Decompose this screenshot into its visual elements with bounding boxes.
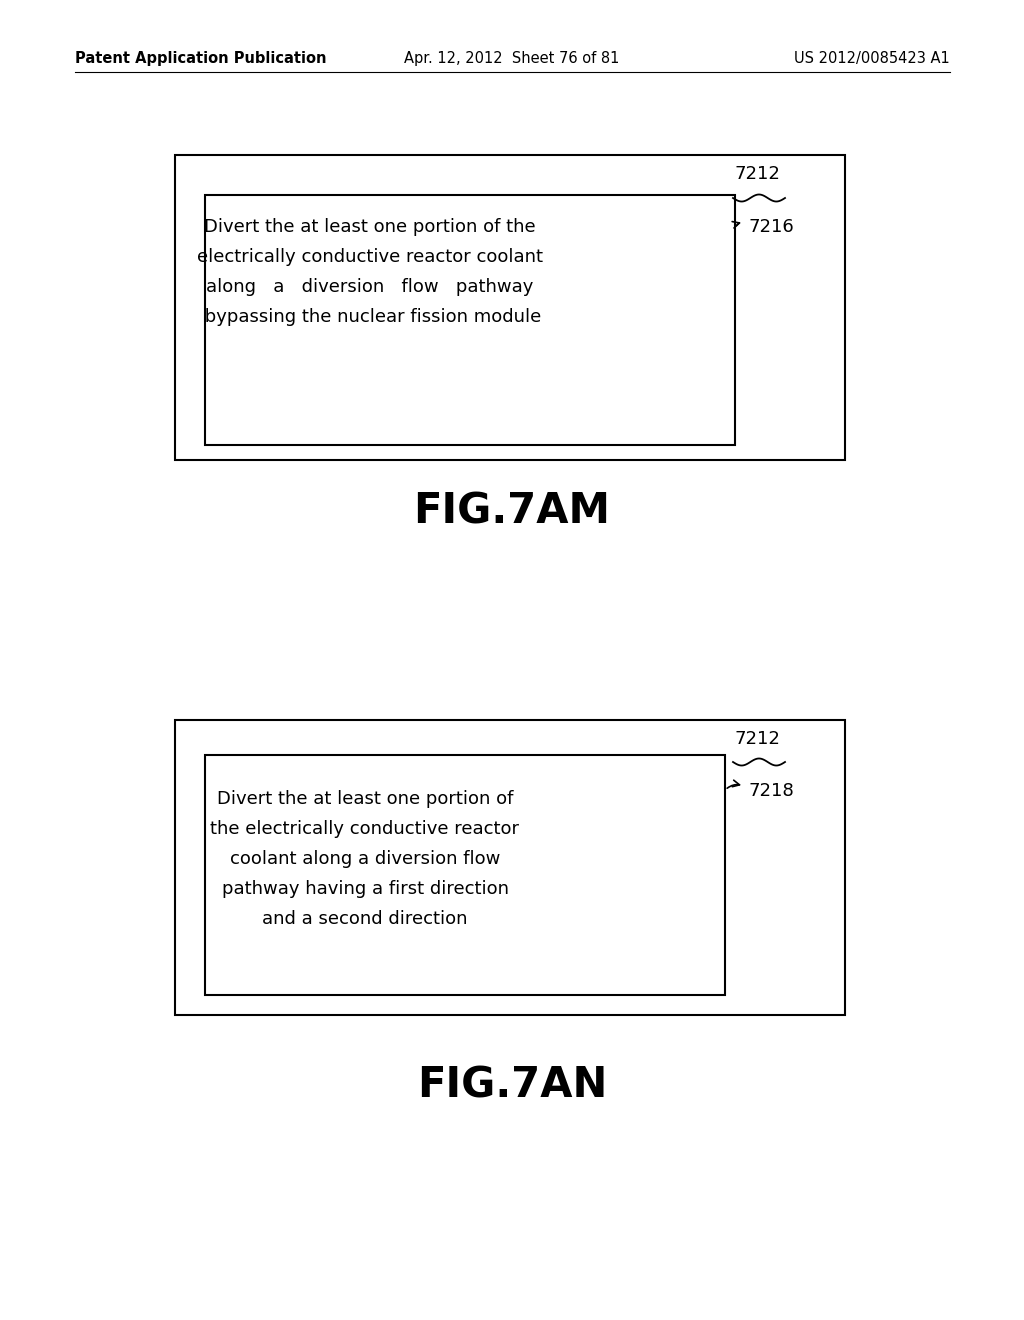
Text: 7212: 7212 (735, 730, 781, 748)
Text: along   a   diversion   flow   pathway: along a diversion flow pathway (206, 279, 534, 296)
Text: coolant along a diversion flow: coolant along a diversion flow (229, 850, 500, 869)
Text: 7212: 7212 (735, 165, 781, 183)
Text: Divert the at least one portion of: Divert the at least one portion of (217, 789, 513, 808)
Text: 7218: 7218 (749, 781, 795, 800)
Text: Apr. 12, 2012  Sheet 76 of 81: Apr. 12, 2012 Sheet 76 of 81 (404, 50, 620, 66)
Text: bypassing the nuclear fission module: bypassing the nuclear fission module (199, 308, 541, 326)
Text: the electrically conductive reactor: the electrically conductive reactor (211, 820, 519, 838)
Bar (175, 719, 845, 1015)
Text: FIG.7AM: FIG.7AM (414, 490, 610, 532)
Text: electrically conductive reactor coolant: electrically conductive reactor coolant (197, 248, 543, 267)
Bar (205, 755, 725, 995)
Text: Patent Application Publication: Patent Application Publication (75, 50, 327, 66)
Text: Divert the at least one portion of the: Divert the at least one portion of the (204, 218, 536, 236)
Bar (175, 154, 845, 459)
Text: pathway having a first direction: pathway having a first direction (221, 880, 509, 898)
Text: FIG.7AN: FIG.7AN (417, 1065, 607, 1107)
Text: and a second direction: and a second direction (262, 909, 468, 928)
Bar (205, 195, 735, 445)
Text: US 2012/0085423 A1: US 2012/0085423 A1 (795, 50, 950, 66)
Text: 7216: 7216 (749, 218, 795, 236)
